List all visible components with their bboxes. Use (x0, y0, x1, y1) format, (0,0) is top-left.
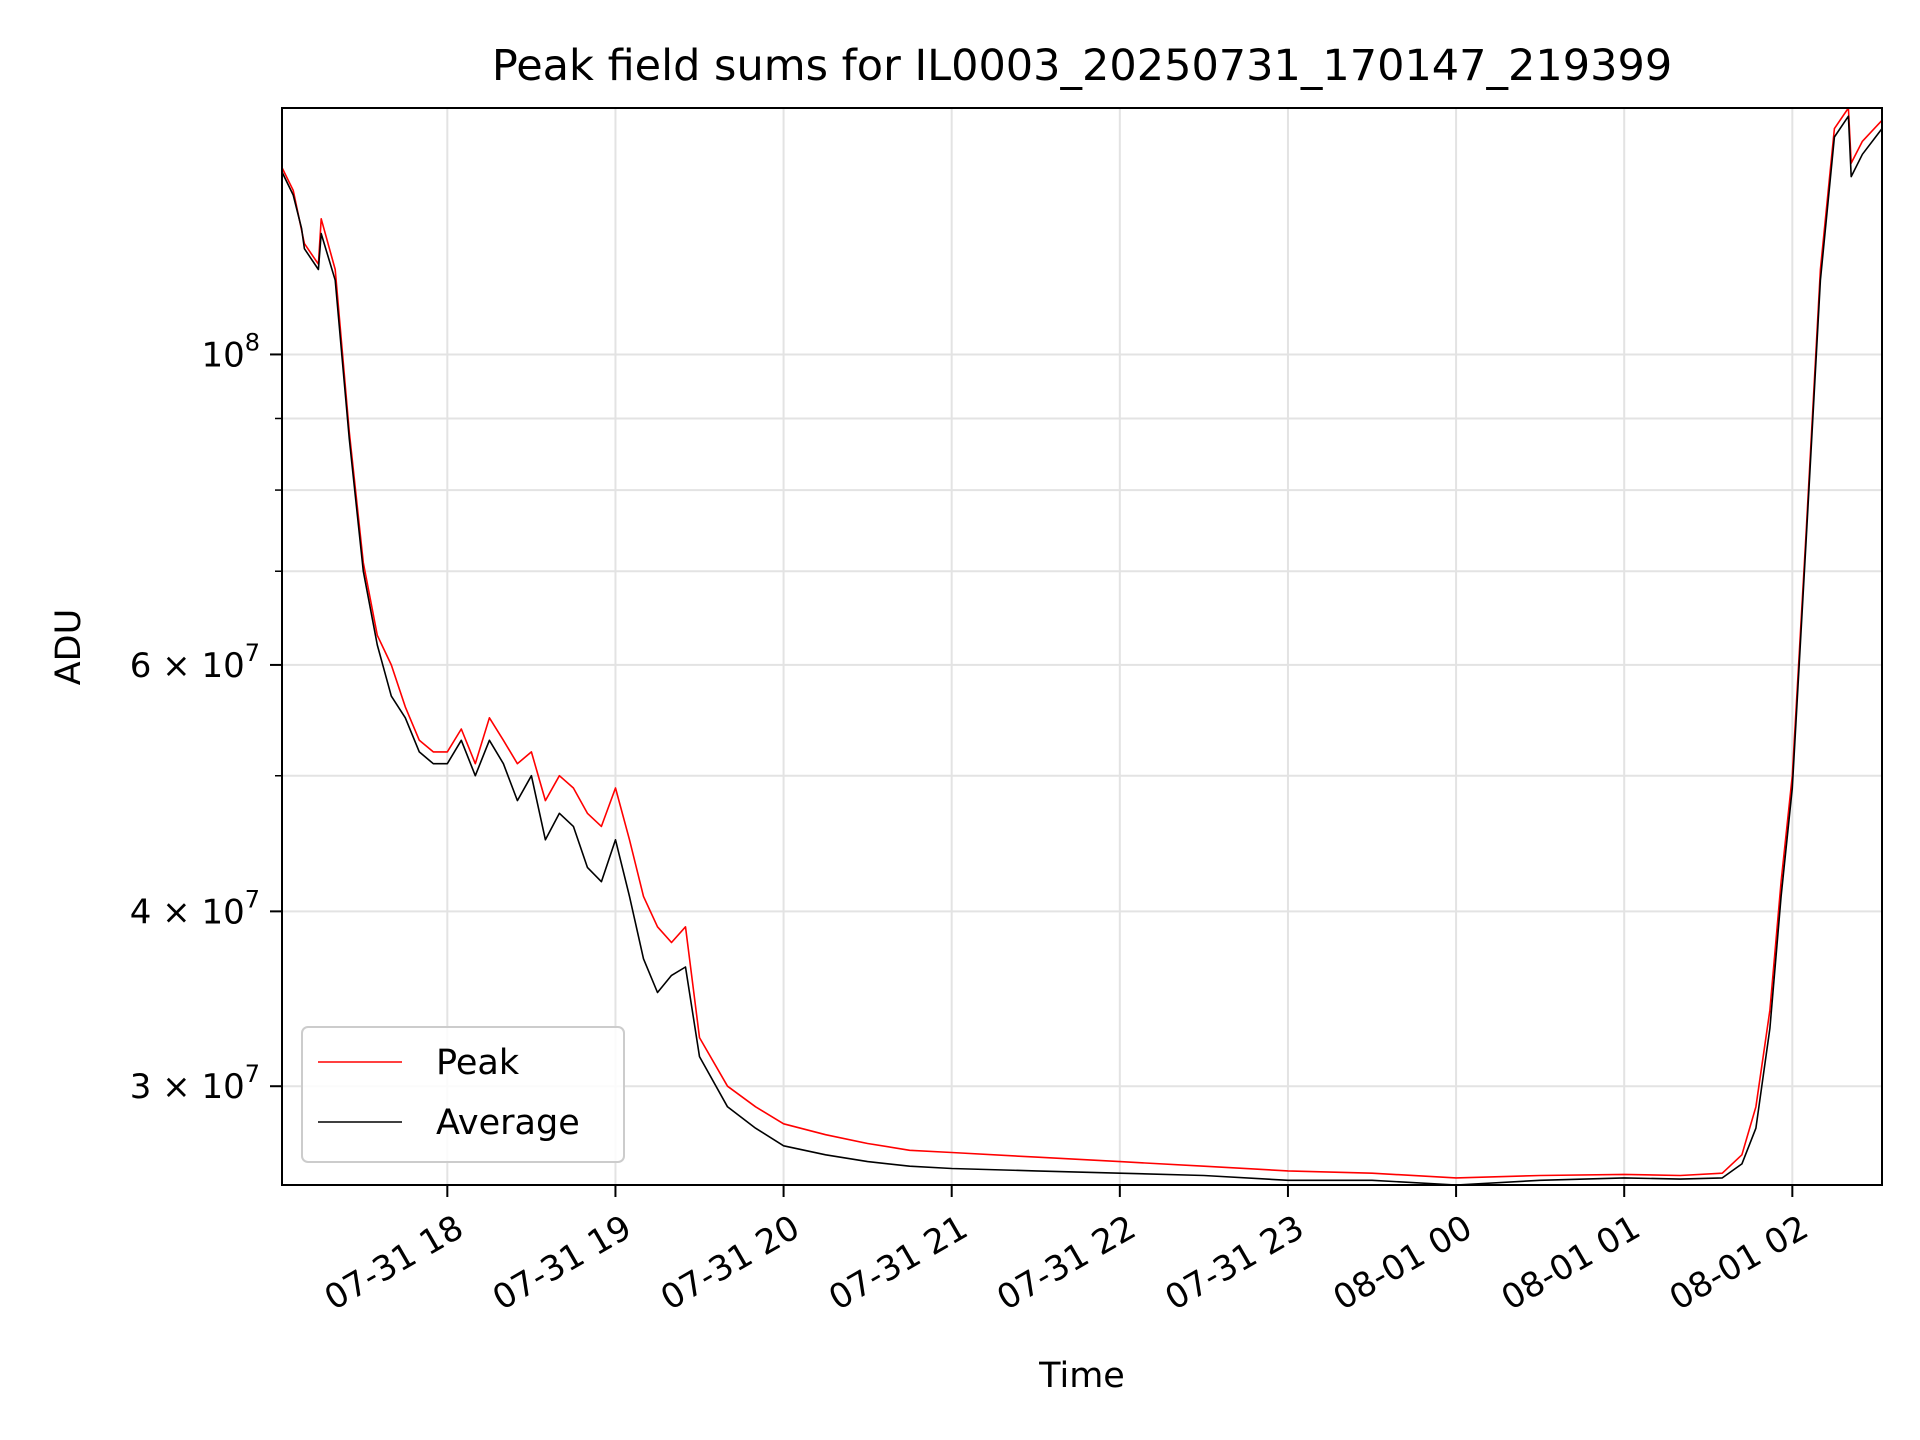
y-tick-label: 6 × 107 (130, 639, 260, 686)
x-tick-label: 08-01 01 (1495, 1208, 1647, 1319)
x-axis-label: Time (1038, 1356, 1125, 1396)
x-tick-label: 07-31 21 (822, 1208, 974, 1319)
series-line-average (281, 115, 1883, 1186)
legend-label-peak: Peak (436, 1043, 520, 1083)
x-tick-label: 07-31 23 (1158, 1208, 1310, 1319)
grid-layer (282, 108, 1882, 1185)
x-tick-label: 07-31 22 (990, 1208, 1142, 1319)
x-tick-label: 08-01 02 (1663, 1208, 1815, 1319)
y-tick-label: 4 × 107 (130, 885, 260, 932)
x-tick-label: 07-31 18 (318, 1208, 470, 1319)
series-layer (281, 107, 1883, 1186)
axes-layer: 07-31 18 07-31 19 07-31 20 07-31 21 07-31 22… (130, 328, 1816, 1318)
chart-title: Peak field sums for IL0003_20250731_1701… (492, 41, 1672, 91)
y-tick-label: 3 × 107 (130, 1060, 260, 1107)
y-axis-label: ADU (49, 609, 89, 686)
x-tick-label: 07-31 19 (486, 1208, 638, 1319)
legend-label-average: Average (436, 1103, 580, 1143)
x-tick-label: 08-01 00 (1327, 1208, 1479, 1319)
series-line-peak (281, 107, 1883, 1179)
y-tick-label: 108 (201, 328, 260, 375)
x-tick-label: 07-31 20 (654, 1208, 806, 1319)
legend: Peak Average (301, 1026, 625, 1163)
plot-frame (281, 107, 1883, 1186)
legend-box (301, 1026, 625, 1163)
